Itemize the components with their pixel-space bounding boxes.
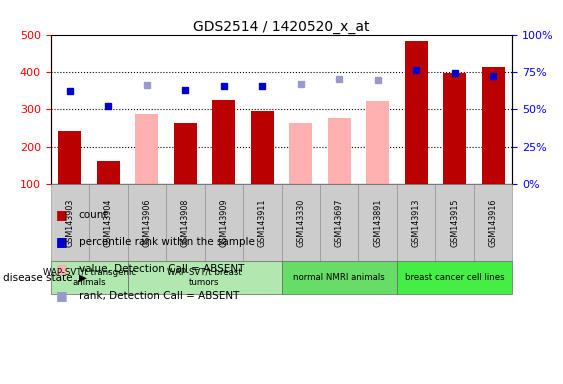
- Text: GSM143916: GSM143916: [489, 199, 498, 247]
- Text: GSM143911: GSM143911: [258, 199, 267, 247]
- Text: rank, Detection Call = ABSENT: rank, Detection Call = ABSENT: [79, 291, 239, 301]
- Text: GSM143903: GSM143903: [65, 199, 74, 247]
- Bar: [405, 41, 428, 184]
- Bar: [366, 101, 389, 184]
- Text: WAP-SVT/t transgenic
animals: WAP-SVT/t transgenic animals: [43, 268, 136, 287]
- Bar: [481, 67, 504, 184]
- Text: disease state  ▶: disease state ▶: [3, 272, 87, 283]
- Text: ■: ■: [56, 289, 68, 302]
- Text: GSM143908: GSM143908: [181, 199, 190, 247]
- Text: GSM143913: GSM143913: [412, 199, 421, 247]
- Text: GSM143891: GSM143891: [373, 199, 382, 247]
- Text: value, Detection Call = ABSENT: value, Detection Call = ABSENT: [79, 264, 244, 274]
- Text: WAP-SVT/t breast
tumors: WAP-SVT/t breast tumors: [167, 268, 242, 287]
- Bar: [443, 73, 466, 184]
- Text: ■: ■: [56, 209, 68, 222]
- Text: breast cancer cell lines: breast cancer cell lines: [405, 273, 504, 282]
- Text: GSM143697: GSM143697: [335, 199, 343, 247]
- Text: normal NMRI animals: normal NMRI animals: [293, 273, 385, 282]
- Text: count: count: [79, 210, 108, 220]
- Bar: [289, 123, 312, 184]
- Text: percentile rank within the sample: percentile rank within the sample: [79, 237, 254, 247]
- Bar: [328, 118, 351, 184]
- Text: ■: ■: [56, 262, 68, 275]
- Bar: [212, 100, 235, 184]
- Bar: [174, 123, 197, 184]
- Text: ■: ■: [56, 235, 68, 248]
- Text: GSM143915: GSM143915: [450, 199, 459, 247]
- Bar: [135, 114, 158, 184]
- Text: GSM143909: GSM143909: [220, 199, 228, 247]
- Bar: [251, 111, 274, 184]
- Title: GDS2514 / 1420520_x_at: GDS2514 / 1420520_x_at: [193, 20, 370, 33]
- Text: GSM143904: GSM143904: [104, 199, 113, 247]
- Bar: [59, 131, 82, 184]
- Text: GSM143330: GSM143330: [296, 199, 305, 247]
- Text: GSM143906: GSM143906: [142, 199, 151, 247]
- Bar: [97, 161, 120, 184]
